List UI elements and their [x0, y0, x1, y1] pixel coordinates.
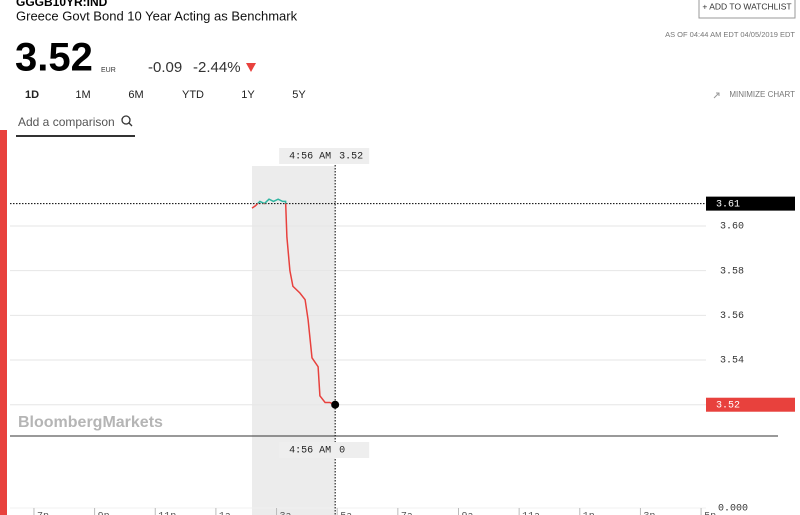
x-tick-label: 7a	[401, 512, 413, 515]
as-of: AS OF 04:44 AM EDT 04/05/2019 EDT	[665, 30, 795, 39]
currency: EUR	[101, 67, 116, 74]
instrument-name: Greece Govt Bond 10 Year Acting as Bench…	[16, 8, 298, 23]
search-icon	[121, 115, 131, 125]
price: 3.52	[15, 36, 93, 80]
x-tick-label: 9p	[98, 512, 110, 515]
button-frame	[698, 0, 796, 19]
minimize-chart[interactable]: MINIMIZE CHART	[713, 90, 795, 99]
comparison-placeholder: Add a comparison	[18, 115, 115, 129]
minimize-label: MINIMIZE CHART	[729, 90, 795, 99]
tab[interactable]: 6M	[128, 89, 143, 101]
ticker: GGGB10YR:IND	[16, 0, 108, 9]
x-tick-label: 11a	[522, 512, 540, 515]
tab[interactable]: 1M	[75, 89, 90, 101]
accent-bar	[0, 130, 7, 515]
x-tick-label: 1p	[583, 512, 595, 515]
tab[interactable]: YTD	[182, 89, 204, 101]
change: -0.09	[148, 59, 182, 76]
crosshair-time: 4:56 AM	[289, 152, 331, 163]
price-line	[251, 198, 336, 406]
last-value-label: 3.52	[716, 400, 740, 411]
volume-tick-label: 0.000	[718, 504, 748, 515]
y-tick-label: 3.54	[720, 356, 744, 367]
x-tick-label: 1a	[219, 512, 231, 515]
crosshair-tooltip	[279, 442, 370, 458]
prev-close-label: 3.61	[716, 199, 740, 210]
tabs: 1D 1M 6M YTD 1Y 5Y	[25, 89, 306, 101]
minimize-icon	[713, 92, 720, 99]
watchlist-button[interactable]: + ADD TO WATCHLIST	[698, 0, 796, 19]
y-tick-label: 3.56	[720, 311, 744, 322]
button-label: + ADD TO WATCHLIST	[702, 1, 791, 11]
comparison-input[interactable]: Add a comparison	[16, 115, 135, 137]
last-point	[331, 400, 340, 409]
x-tick-label: 11p	[158, 512, 176, 515]
last-value-badge	[706, 397, 795, 412]
x-tick-label: 5a	[340, 512, 352, 515]
watermark: BloombergMarkets	[18, 414, 163, 431]
x-tick-label: 9a	[461, 512, 473, 515]
x-tick-label: 3a	[280, 512, 292, 515]
down-arrow	[246, 63, 256, 72]
chart: 3.52 3.54 3.56 3.58 3.60 0.000 7p 9p 11p 1a 3a 5a 7a…	[10, 148, 795, 515]
tab[interactable]: 1Y	[241, 89, 255, 101]
tab[interactable]: 1D	[25, 89, 39, 101]
session-shade	[251, 166, 336, 515]
prev-close-badge	[706, 196, 795, 211]
change-percent: -2.44%	[193, 59, 241, 76]
x-tick-label: 7p	[37, 512, 49, 515]
crosshair-value: 3.52	[339, 152, 363, 163]
crosshair-tooltip	[279, 148, 370, 164]
crosshair-value: 0	[339, 446, 345, 457]
tab[interactable]: 5Y	[292, 89, 306, 101]
crosshair-time: 4:56 AM	[289, 446, 331, 457]
y-tick-label: 3.58	[720, 266, 744, 277]
y-tick-label: 3.60	[720, 222, 744, 233]
search-icon-handle	[128, 122, 133, 127]
x-tick-label: 3p	[643, 512, 655, 515]
x-tick-label: 5p	[704, 512, 716, 515]
